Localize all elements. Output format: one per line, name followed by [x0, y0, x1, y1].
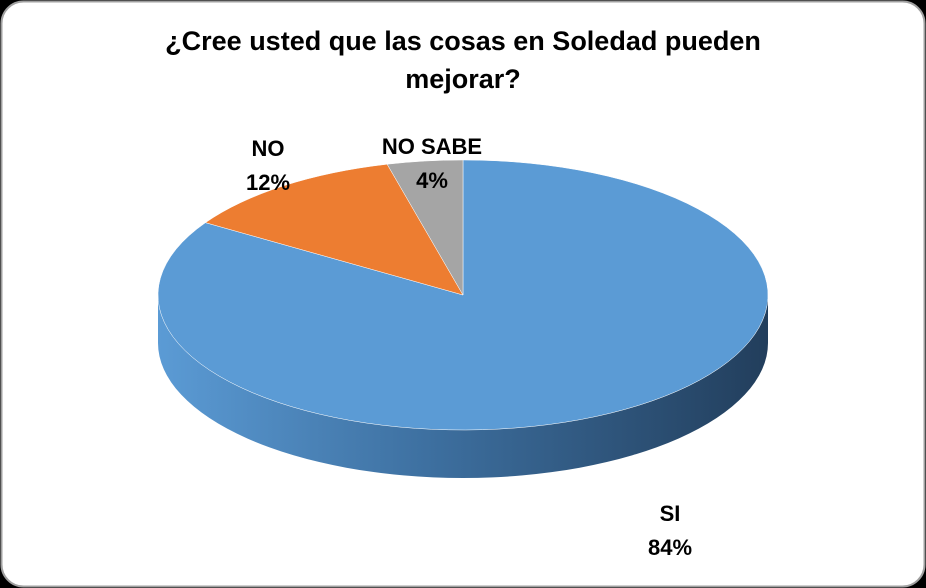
chart-title: ¿Cree usted que las cosas en Soledad pue…: [165, 26, 761, 94]
value-label: 4%: [416, 168, 448, 193]
value-label: 12%: [246, 170, 290, 195]
slice: [386, 159, 464, 296]
slice-side: [158, 295, 768, 478]
category-label: NO SABE: [382, 134, 482, 159]
slice: [204, 163, 464, 296]
category-label: SI: [660, 501, 681, 526]
value-label: 84%: [648, 535, 692, 560]
category-label: NO: [252, 136, 285, 161]
